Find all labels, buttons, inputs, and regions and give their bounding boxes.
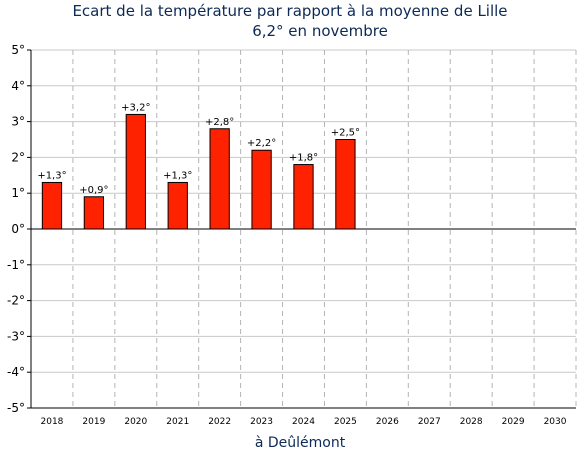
y-tick-label: 5° xyxy=(11,43,25,57)
bar xyxy=(167,181,188,230)
x-tick-label: 2023 xyxy=(250,417,273,427)
x-axis-label: à Deûlémont xyxy=(254,435,346,451)
y-tick-label: -1° xyxy=(7,258,25,272)
y-tick-label: 0° xyxy=(11,222,25,236)
bar xyxy=(293,164,314,230)
y-tick-label: 4° xyxy=(11,79,25,93)
data-label: +3,2° xyxy=(121,102,150,113)
x-tick-label: 2027 xyxy=(418,417,441,427)
x-axis-ticks: 2018 2019 2020 2021 2022 2023 2024 2025 2026 2027… xyxy=(41,417,567,427)
bar xyxy=(83,196,105,230)
data-label: +0,9° xyxy=(79,185,108,196)
y-tick-label: 3° xyxy=(11,115,25,129)
data-label: +2,5° xyxy=(331,128,360,139)
x-tick-label: 2025 xyxy=(334,417,357,427)
data-label: +2,8° xyxy=(205,117,234,128)
bar xyxy=(125,113,146,230)
x-tick-label: 2018 xyxy=(41,417,64,427)
bar xyxy=(41,181,63,230)
y-tick-label: 2° xyxy=(11,150,25,164)
chart-title: Ecart de la température par rapport à la… xyxy=(72,2,508,20)
bar xyxy=(209,128,230,230)
y-tick-label: 1° xyxy=(11,186,25,200)
data-label: +1,3° xyxy=(163,170,192,181)
x-tick-label: 2030 xyxy=(544,417,567,427)
y-axis-ticks: 5° 4° 3° 2° 1° 0° -1° -2° -3° -4° -5° xyxy=(7,43,31,415)
y-tick-label: -5° xyxy=(7,401,25,415)
data-label: +1,3° xyxy=(37,170,66,181)
axes xyxy=(30,50,576,409)
data-label: +2,2° xyxy=(247,138,276,149)
x-tick-label: 2029 xyxy=(502,417,525,427)
bars xyxy=(41,113,356,230)
chart-subtitle: 6,2° en novembre xyxy=(252,22,388,40)
x-tick-label: 2026 xyxy=(376,417,399,427)
x-tick-label: 2020 xyxy=(124,417,147,427)
x-tick-label: 2021 xyxy=(166,417,189,427)
y-tick-label: -4° xyxy=(7,365,25,379)
y-tick-label: -3° xyxy=(7,329,25,343)
data-label: +1,8° xyxy=(289,153,318,164)
data-labels: +1,3° +0,9° +3,2° +1,3° +2,8° +2,2° +1,8° +2,5° xyxy=(37,102,360,195)
x-tick-label: 2019 xyxy=(82,417,105,427)
x-tick-label: 2028 xyxy=(460,417,483,427)
x-tick-label: 2022 xyxy=(208,417,231,427)
bar xyxy=(335,139,356,230)
bar xyxy=(251,149,272,230)
y-tick-label: -2° xyxy=(7,294,25,308)
x-tick-label: 2024 xyxy=(292,417,315,427)
